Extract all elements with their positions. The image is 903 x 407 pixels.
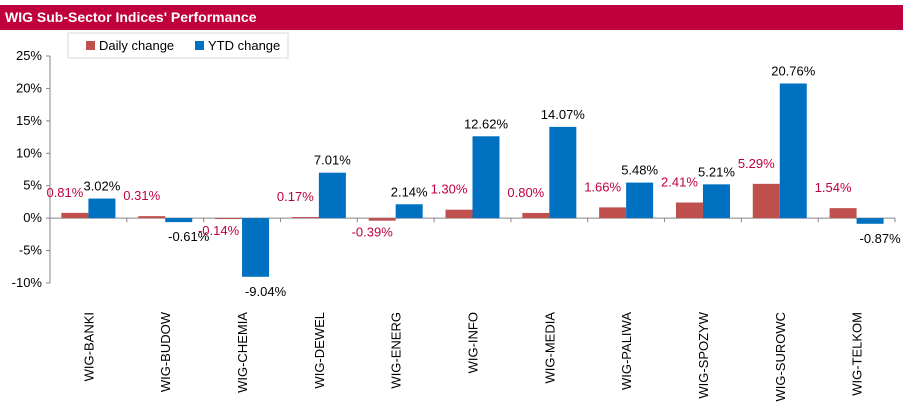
y-tick-label: 25% [16,48,42,63]
y-tick-label: 20% [16,80,42,95]
chart-title-bar: WIG Sub-Sector Indices' Performance [0,5,903,30]
data-label-daily-wig-chemia: -0.14% [198,223,240,238]
data-label-daily-wig-paliwa: 1.66% [584,179,621,194]
data-label-ytd-wig-paliwa: 5.48% [621,163,658,178]
y-tick-label: 5% [23,178,42,193]
bar-ytd-wig-paliwa [626,182,654,219]
legend-swatch-daily [86,41,95,50]
bar-ytd-wig-telkom [856,218,884,224]
bar-ytd-wig-energ [395,204,423,219]
data-label-daily-wig-telkom: 1.54% [815,180,852,195]
x-tick-label: WIG-CHEMIA [235,312,250,393]
x-tick-label: WIG-TELKOM [850,312,865,396]
y-tick-label: -5% [19,243,43,258]
legend-box [67,32,289,59]
bar-ytd-wig-dewel [318,172,346,219]
bar-daily-wig-energ [368,218,396,221]
x-tick-label: WIG-BUDOW [158,311,173,392]
bar-daily-wig-media [522,212,550,219]
y-tick-label: -10% [12,275,43,290]
y-tick-label: 0% [23,210,42,225]
data-label-ytd-wig-surowc: 20.76% [771,63,816,78]
bars [61,83,884,277]
bar-ytd-wig-chemia [242,218,270,277]
bar-ytd-wig-banki [88,198,116,219]
bar-ytd-wig-spozyw [702,184,730,219]
data-label-ytd-wig-info: 12.62% [464,116,509,131]
data-label-daily-wig-banki: 0.81% [46,185,83,200]
data-label-ytd-wig-chemia: -9.04% [245,284,287,299]
x-tick-label: WIG-MEDIA [542,312,557,384]
bar-daily-wig-paliwa [599,207,627,219]
x-tick-label: WIG-ENERG [389,312,404,389]
data-label-ytd-wig-energ: 2.14% [391,184,428,199]
legend-label-ytd: YTD change [208,38,280,53]
x-tick-label: WIG-INFO [466,312,481,373]
y-tick-label: 10% [16,145,42,160]
legend: Daily change YTD change [67,32,289,59]
bar-daily-wig-telkom [829,208,857,219]
x-tick-labels: WIG-BANKI WIG-BUDOW WIG-CHEMIA WIG-DEWEL WIG… [81,311,864,401]
data-label-daily-wig-energ: -0.39% [352,225,394,240]
bar-daily-wig-info [445,209,473,219]
x-tick-label: WIG-BANKI [81,312,96,381]
bar-daily-wig-dewel [291,217,319,219]
data-label-daily-wig-surowc: 5.29% [738,156,775,171]
legend-swatch-ytd [195,41,204,50]
chart-title: WIG Sub-Sector Indices' Performance [5,9,257,25]
bar-ytd-wig-budow [165,218,193,223]
bar-daily-wig-banki [61,212,89,219]
data-label-ytd-wig-telkom: -0.87% [859,231,901,246]
bar-ytd-wig-surowc [779,83,807,219]
data-label-ytd-wig-media: 14.07% [541,107,586,122]
data-label-ytd-wig-spozyw: 5.21% [698,164,735,179]
data-label-daily-wig-info: 1.30% [431,182,468,197]
data-label-ytd-wig-budow: -0.61% [168,229,210,244]
data-label-daily-wig-dewel: 0.17% [277,189,314,204]
x-tick-label: WIG-PALIWA [619,312,634,390]
data-label-ytd-wig-banki: 3.02% [83,179,120,194]
bar-daily-wig-spozyw [675,202,703,219]
data-label-daily-wig-media: 0.80% [507,185,544,200]
legend-label-daily: Daily change [99,38,174,53]
bar-daily-wig-surowc [752,183,780,219]
data-labels: 0.81% 3.02%0.31% -0.61%-0.14% -9.04% 0.17% 7.… [46,63,901,298]
x-tick-label: WIG-DEWEL [312,312,327,389]
y-tick-label: 15% [16,113,42,128]
bar-daily-wig-chemia [215,218,243,220]
data-label-ytd-wig-dewel: 7.01% [314,153,351,168]
data-label-daily-wig-budow: 0.31% [123,188,160,203]
bar-ytd-wig-media [549,126,577,219]
bar-daily-wig-budow [138,216,166,219]
x-tick-label: WIG-SPOZYW [696,311,711,398]
bar-ytd-wig-info [472,136,500,219]
x-tick-label: WIG-SUROWC [773,312,788,402]
data-label-daily-wig-spozyw: 2.41% [661,175,698,190]
